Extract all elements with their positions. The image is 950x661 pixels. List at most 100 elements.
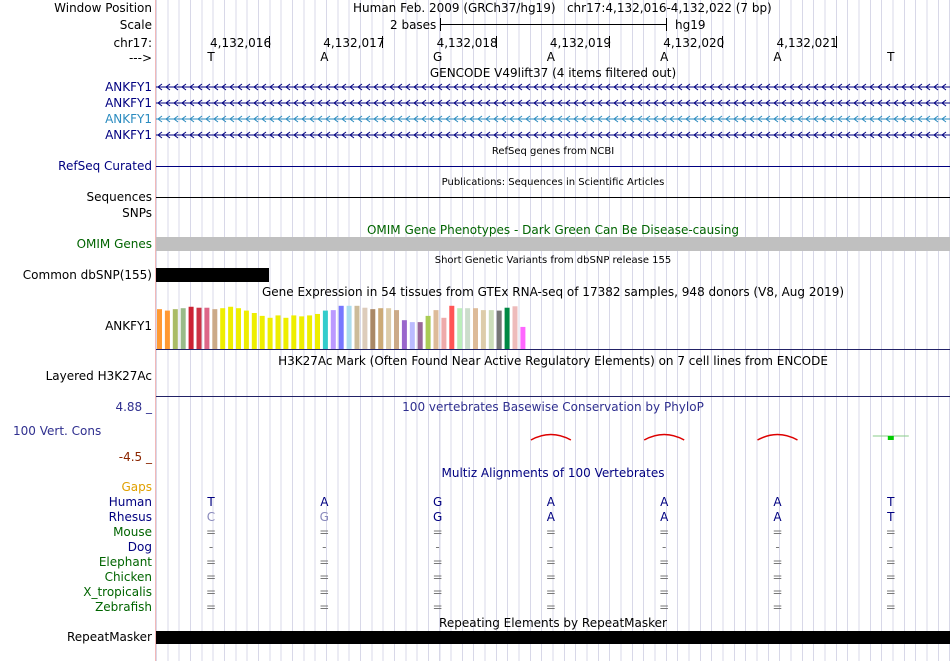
phylop-conservation-plot[interactable]	[156, 415, 950, 460]
gtex-tissue-bar[interactable]	[338, 305, 344, 349]
multiz-species-label[interactable]: Dog	[127, 540, 152, 554]
h3k27ac-track-label[interactable]: Layered H3K27Ac	[45, 369, 152, 383]
gtex-tissue-bar[interactable]	[441, 317, 447, 349]
gtex-tissue-bar[interactable]	[220, 308, 226, 349]
gencode-track-title[interactable]: GENCODE V49lift37 (4 items filtered out)	[429, 66, 677, 80]
dbsnp-track-label[interactable]: Common dbSNP(155)	[22, 268, 152, 282]
refseq-track-label[interactable]: RefSeq Curated	[58, 159, 152, 173]
gtex-tissue-bar[interactable]	[354, 305, 360, 349]
multiz-aligned-base: A	[320, 495, 329, 509]
gtex-tissue-bar[interactable]	[172, 309, 178, 349]
multiz-track-title[interactable]: Multiz Alignments of 100 Vertebrates	[441, 466, 665, 480]
gtex-tissue-bar[interactable]	[465, 308, 471, 349]
gencode-transcript-intron[interactable]	[156, 98, 950, 108]
gtex-tissue-bar[interactable]	[157, 309, 162, 349]
repeatmasker-track-title[interactable]: Repeating Elements by RepeatMasker	[439, 616, 667, 630]
multiz-species-label[interactable]: X_tropicalis	[83, 585, 152, 599]
gencode-transcript-label[interactable]: ANKFY1	[105, 80, 152, 94]
gtex-track-label[interactable]: ANKFY1	[105, 319, 152, 333]
gtex-tissue-bar[interactable]	[196, 307, 202, 349]
gtex-tissue-bar[interactable]	[243, 310, 249, 349]
gtex-tissue-bar[interactable]	[283, 317, 289, 349]
gtex-tissue-bar[interactable]	[180, 308, 186, 349]
refseq-gene-line[interactable]	[156, 166, 950, 167]
phylop-track-title[interactable]: 100 vertebrates Basewise Conservation by…	[402, 400, 704, 414]
gencode-transcript-intron[interactable]	[156, 114, 950, 124]
gtex-expression-chart[interactable]	[156, 300, 950, 350]
gtex-tissue-bar[interactable]	[496, 310, 502, 349]
gencode-transcript-intron[interactable]	[156, 82, 950, 92]
gtex-tissue-bar[interactable]	[259, 315, 265, 349]
multiz-species-label[interactable]: Human	[108, 495, 152, 509]
phylop-score-mark[interactable]	[643, 433, 685, 441]
gtex-tissue-bar[interactable]	[409, 322, 415, 349]
gtex-tissue-bar[interactable]	[488, 310, 494, 349]
gtex-tissue-bar[interactable]	[401, 320, 407, 349]
gtex-tissue-bar[interactable]	[212, 309, 218, 349]
gtex-tissue-bar[interactable]	[275, 315, 281, 349]
gtex-tissue-bar[interactable]	[299, 316, 305, 349]
gtex-tissue-bar[interactable]	[480, 310, 486, 349]
gtex-tissue-bar[interactable]	[425, 315, 431, 349]
snps-track-label[interactable]: SNPs	[122, 206, 152, 220]
gtex-track-title[interactable]: Gene Expression in 54 tissues from GTEx …	[261, 285, 845, 299]
phylop-score-mark[interactable]	[530, 433, 572, 441]
gtex-tissue-bar[interactable]	[504, 307, 510, 349]
multiz-species-label[interactable]: Zebrafish	[95, 600, 152, 614]
gtex-tissue-bar[interactable]	[512, 306, 518, 349]
multiz-aligned-base: =	[432, 600, 443, 614]
publications-track-title[interactable]: Publications: Sequences in Scientific Ar…	[441, 177, 665, 188]
gtex-tissue-bar[interactable]	[267, 317, 273, 349]
gtex-tissue-bar[interactable]	[394, 310, 399, 349]
multiz-species-label[interactable]: Mouse	[113, 525, 152, 539]
gtex-tissue-bar[interactable]	[188, 306, 194, 349]
multiz-species-label[interactable]: Rhesus	[108, 510, 152, 524]
multiz-aligned-base: =	[772, 570, 783, 584]
phylop-score-mark[interactable]	[887, 436, 894, 440]
h3k27ac-track-title[interactable]: H3K27Ac Mark (Often Found Near Active Re…	[278, 354, 828, 368]
gencode-transcript-label[interactable]: ANKFY1	[105, 128, 152, 142]
omim-gene-bar[interactable]	[156, 237, 950, 251]
gtex-tissue-bar[interactable]	[449, 305, 455, 349]
gtex-tissue-bar[interactable]	[322, 310, 328, 349]
window-position-value[interactable]: Human Feb. 2009 (GRCh37/hg19) chr17:4,13…	[353, 1, 772, 15]
refseq-track-title[interactable]: RefSeq genes from NCBI	[491, 146, 615, 157]
multiz-species-label[interactable]: Elephant	[98, 555, 152, 569]
gtex-tissue-bar[interactable]	[291, 315, 297, 349]
reference-base: A	[660, 50, 669, 64]
gtex-tissue-bar[interactable]	[164, 310, 170, 349]
multiz-aligned-base: =	[659, 570, 670, 584]
gtex-tissue-bar[interactable]	[251, 313, 257, 349]
publications-track-label[interactable]: Sequences	[86, 190, 152, 204]
gtex-tissue-bar[interactable]	[520, 326, 526, 349]
gtex-tissue-bar[interactable]	[417, 322, 423, 349]
gtex-tissue-bar[interactable]	[457, 308, 463, 349]
gtex-tissue-bar[interactable]	[433, 310, 439, 349]
phylop-track-label[interactable]: 100 Vert. Cons	[13, 424, 102, 438]
multiz-species-label[interactable]: Chicken	[104, 570, 152, 584]
gtex-tissue-bar[interactable]	[346, 305, 352, 349]
phylop-score-mark[interactable]	[757, 433, 798, 441]
gencode-transcript-label[interactable]: ANKFY1	[105, 96, 152, 110]
gtex-tissue-bar[interactable]	[362, 307, 368, 349]
dbsnp-track-title[interactable]: Short Genetic Variants from dbSNP releas…	[434, 255, 672, 266]
omim-track-title[interactable]: OMIM Gene Phenotypes - Dark Green Can Be…	[366, 223, 740, 237]
gencode-transcript-label[interactable]: ANKFY1	[105, 112, 152, 126]
gtex-tissue-bar[interactable]	[228, 306, 234, 349]
gtex-tissue-bar[interactable]	[330, 310, 336, 349]
gtex-tissue-bar[interactable]	[386, 308, 392, 349]
gencode-transcript-intron[interactable]	[156, 130, 950, 140]
gtex-tissue-bar[interactable]	[378, 308, 384, 349]
gtex-tissue-bar[interactable]	[315, 313, 320, 349]
gtex-tissue-bar[interactable]	[204, 307, 210, 349]
repeatmasker-element-bar[interactable]	[156, 631, 950, 644]
gtex-tissue-bar[interactable]	[473, 308, 478, 349]
repeatmasker-track-label[interactable]: RepeatMasker	[66, 630, 152, 644]
gtex-tissue-bar[interactable]	[370, 309, 376, 349]
gtex-tissue-bar[interactable]	[236, 308, 241, 349]
gtex-tissue-bar[interactable]	[307, 315, 313, 349]
dbsnp-variant-bar[interactable]	[156, 268, 269, 282]
strand-label: --->	[128, 51, 152, 65]
omim-track-label[interactable]: OMIM Genes	[76, 237, 152, 251]
multiz-aligned-base: =	[659, 600, 670, 614]
